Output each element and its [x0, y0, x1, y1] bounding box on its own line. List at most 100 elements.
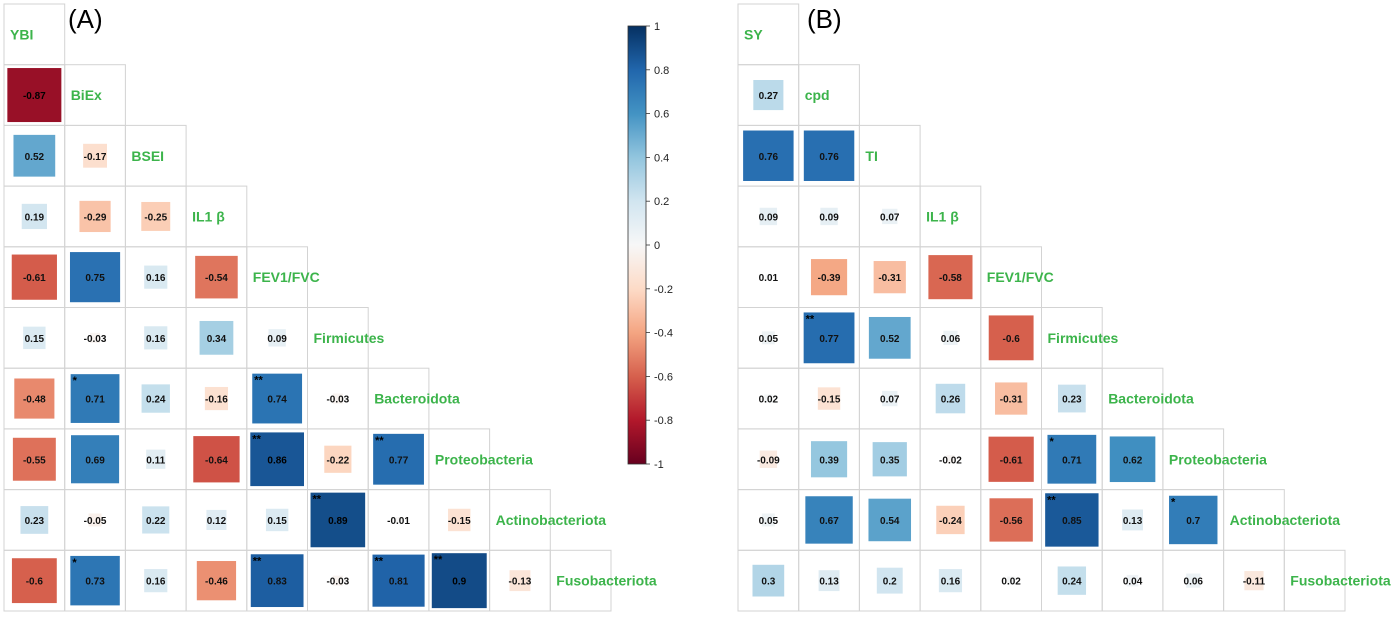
panel-b-variable-label: FEV1/FVC	[987, 269, 1054, 285]
panel-b-corr-value: 0.07	[880, 395, 900, 406]
panel-a-corr-value: -0.25	[144, 212, 167, 223]
panel-a-corr-value: 0.19	[25, 212, 45, 223]
panel-b-corr-value: 0.02	[759, 395, 779, 406]
panel-b-variable-label: SY	[744, 26, 763, 42]
panel-b-corr-value: 0.01	[759, 273, 779, 284]
panel-a-corr-square	[195, 255, 238, 299]
panel-b-corr-value: -0.31	[1000, 395, 1023, 406]
panel-a-corr-value: 0.16	[146, 273, 166, 284]
colorbar-tick-label: -0.4	[654, 328, 673, 340]
panel-b-corr-value: -0.39	[818, 273, 841, 284]
panel-b-corr-value: 0.71	[1062, 455, 1082, 466]
panel-a-corr-square	[193, 436, 240, 483]
panel-a-corr-value: 0.23	[25, 516, 45, 527]
panel-b-corr-square	[995, 382, 1028, 415]
panel-b-grid-cell	[1283, 549, 1346, 612]
panel-a-corr-square	[83, 143, 107, 168]
panel-b-corr-square	[882, 390, 898, 407]
panel-a-corr-value: -0.01	[387, 516, 410, 527]
panel-a-corr-square	[146, 449, 166, 469]
panel-b-corr-square	[1057, 566, 1087, 595]
panel-b-corr-square	[761, 331, 775, 345]
panel-a-corr-value: -0.87	[23, 91, 46, 102]
panel-b-corr-value: -0.24	[939, 516, 962, 527]
panel-b-corr-square	[988, 436, 1034, 482]
panel-a-corr-value: 0.9	[452, 577, 466, 588]
panel-a-corr-value: 0.52	[25, 152, 45, 163]
panel-a-corr-square	[23, 326, 46, 350]
colorbar-tick-label: -1	[654, 459, 664, 471]
panel-b-corr-square	[1126, 574, 1139, 587]
panel-b-corr-square	[805, 496, 853, 544]
panel-b-significance-mark: **	[806, 313, 815, 325]
panel-b-corr-value: 0.13	[819, 577, 839, 588]
panel-a-corr-square	[70, 555, 120, 606]
panel-b-corr-value: 0.09	[819, 212, 839, 223]
panel-a-corr-square	[372, 554, 425, 607]
panel-a-corr-value: 0.73	[85, 577, 105, 588]
panel-b-corr-square	[1122, 509, 1143, 531]
panel-a-corr-value: 0.12	[207, 516, 227, 527]
panel-a-corr-value: 0.69	[85, 455, 105, 466]
panel-a-corr-square	[7, 68, 62, 123]
panel-b-corr-square	[1047, 434, 1097, 484]
panel-b-corr-square	[1186, 573, 1201, 588]
panel-a-corr-square	[70, 374, 120, 423]
panel-a-corr-value: -0.6	[26, 577, 44, 588]
panel-a-corr-value: 0.81	[389, 577, 409, 588]
panel-a-grid-cell	[549, 549, 612, 612]
panel-b-corr-square	[817, 387, 841, 410]
panel-a-corr-square	[141, 384, 170, 413]
panel-a-corr-square	[310, 492, 366, 548]
panel-a-significance-mark: *	[72, 557, 77, 569]
panel-a-corr-square	[88, 513, 102, 527]
panel-a-corr-square	[448, 508, 471, 532]
colorbar-tick-label: -0.8	[654, 415, 673, 427]
panel-a-significance-mark: **	[434, 554, 443, 566]
panel-b-corr-square	[1244, 571, 1264, 591]
panel-a-corr-value: 0.16	[146, 577, 166, 588]
panel-b-corr-value: 0.62	[1123, 455, 1143, 466]
panel-a-corr-value: 0.15	[267, 516, 287, 527]
panel-b-corr-square	[873, 261, 906, 294]
panel-a-corr-value: 0.24	[146, 395, 166, 406]
panel-b-variable-label: Bacteroidota	[1108, 391, 1194, 407]
panel-b-corr-value: -0.58	[939, 273, 962, 284]
panel-b-corr-square	[1169, 495, 1218, 545]
panel-b-corr-square	[764, 394, 773, 403]
panel-a-corr-value: -0.46	[205, 577, 228, 588]
panel-a-corr-value: -0.15	[448, 516, 471, 527]
panel-a-corr-square	[141, 201, 171, 231]
colorbar-tick-label: 0.8	[654, 65, 669, 77]
panel-a-significance-mark: **	[252, 433, 261, 445]
panel-b-corr-value: -0.09	[757, 455, 780, 466]
colorbar-tick-label: -0.2	[654, 284, 673, 296]
panel-b-variable-label: TI	[865, 148, 877, 164]
panel-a-corr-square	[144, 265, 168, 289]
panel-b-corr-value: 0.67	[819, 516, 839, 527]
colorbar	[627, 25, 647, 465]
panel-b-corr-value: 0.02	[1001, 577, 1021, 588]
panel-b-corr-square	[989, 498, 1033, 542]
panel-b-corr-value: 0.35	[880, 455, 900, 466]
panel-b-corr-square	[759, 207, 778, 226]
panel-a-corr-value: 0.89	[328, 516, 348, 527]
colorbar-tick-label: 0.2	[654, 196, 669, 208]
panel-b-corr-value: 0.85	[1062, 516, 1082, 527]
panel-a-corr-square	[509, 570, 531, 592]
panel-a-corr-value: 0.11	[146, 455, 165, 466]
panel-a-variable-label: Actinobacteriota	[496, 512, 607, 528]
panel-a-corr-square	[90, 332, 101, 343]
panel-b-corr-square	[938, 569, 963, 593]
panel-b-corr-value: -0.6	[1003, 334, 1021, 345]
panel-b-corr-square	[803, 312, 855, 364]
panel-b-corr-value: 0.52	[880, 334, 900, 345]
colorbar-tick-label: 0.4	[654, 152, 669, 164]
panel-a-corr-square	[332, 393, 343, 404]
panel-a-corr-square	[196, 561, 237, 601]
panel-b-corr-value: -0.31	[878, 273, 901, 284]
panel-a-significance-mark: **	[374, 556, 383, 568]
panel-b-corr-square	[882, 208, 898, 225]
panel-a-corr-square	[395, 517, 402, 523]
panel-a-corr-square	[250, 554, 304, 608]
